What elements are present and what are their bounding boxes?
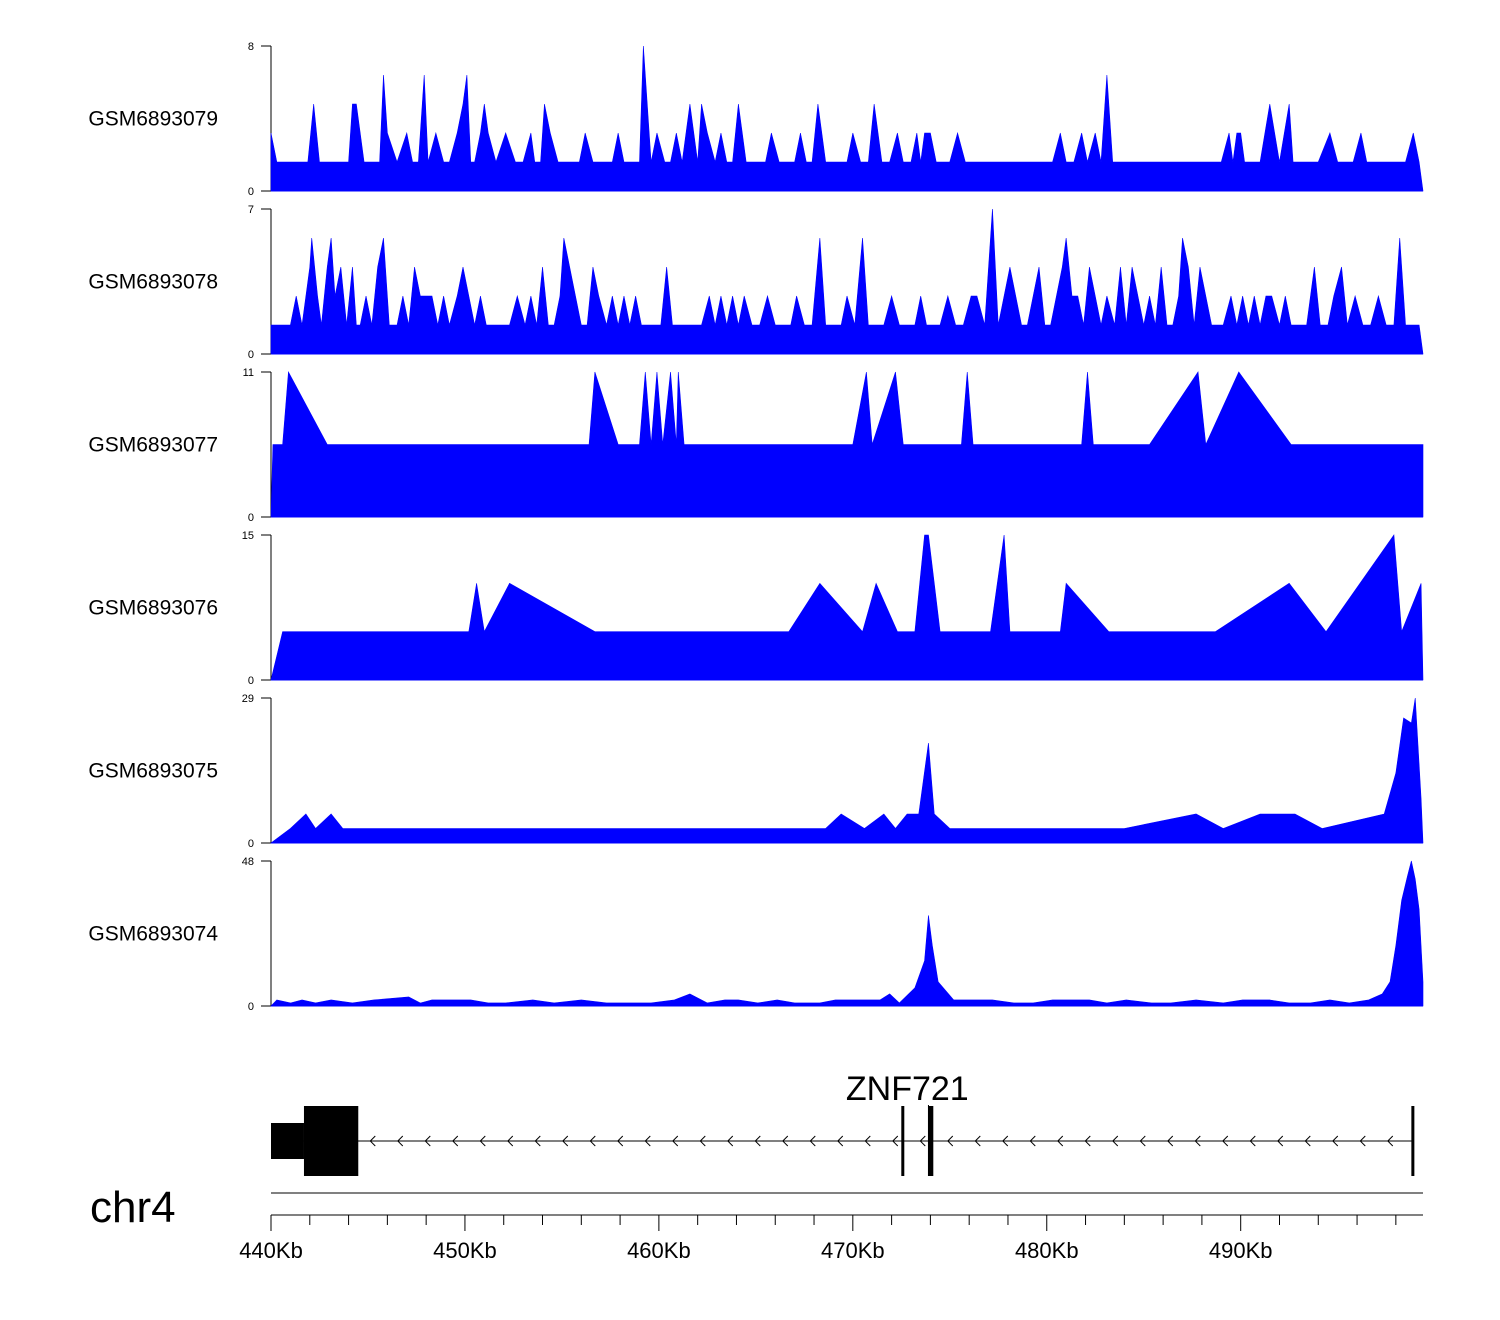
strand-arrow [1139, 1135, 1146, 1147]
y-min-label: 0 [248, 349, 254, 361]
exon-block [928, 1106, 934, 1176]
strand-arrow [1222, 1135, 1229, 1147]
strand-arrow [1332, 1135, 1339, 1147]
strand-arrow [507, 1135, 514, 1147]
track-GSM6893079: GSM6893079 8 0 [88, 41, 1424, 198]
strand-arrow [479, 1135, 486, 1147]
y-max-label: 11 [243, 367, 254, 379]
strand-arrow [452, 1135, 459, 1147]
y-min-label: 0 [248, 512, 254, 524]
track-GSM6893077: GSM6893077 11 0 [88, 367, 1424, 524]
coverage-area [270, 45, 1424, 192]
y-max-label: 8 [248, 41, 254, 53]
gene-annotation-track: ZNF721 [271, 1070, 1415, 1176]
strand-arrow [1167, 1135, 1174, 1147]
strand-arrow [1359, 1135, 1366, 1147]
x-tick-label: 470Kb [821, 1238, 885, 1263]
y-max-label: 48 [242, 856, 254, 868]
track-label: GSM6893078 [88, 271, 218, 294]
strand-arrow [369, 1135, 376, 1147]
coverage-area [270, 208, 1424, 355]
strand-arrow [617, 1135, 624, 1147]
strand-arrow [1304, 1135, 1311, 1147]
strand-arrow [727, 1135, 734, 1147]
strand-arrow [974, 1135, 981, 1147]
strand-arrow [1112, 1135, 1119, 1147]
exon-block [901, 1106, 905, 1176]
strand-arrow [644, 1135, 651, 1147]
track-GSM6893075: GSM6893075 29 0 [88, 693, 1424, 850]
strand-arrow [782, 1135, 789, 1147]
track-GSM6893074: GSM6893074 48 0 [88, 856, 1424, 1013]
y-max-label: 7 [248, 204, 254, 216]
strand-arrow [892, 1135, 899, 1147]
y-min-label: 0 [248, 186, 254, 198]
strand-arrow [1002, 1135, 1009, 1147]
y-max-label: 29 [242, 693, 254, 705]
strand-arrow [809, 1135, 816, 1147]
gene-label: ZNF721 [846, 1070, 969, 1108]
track-label: GSM6893075 [88, 760, 218, 783]
x-tick-label: 480Kb [1015, 1238, 1079, 1263]
strand-arrow [589, 1135, 596, 1147]
strand-arrow [1057, 1135, 1064, 1147]
strand-arrow [1387, 1135, 1394, 1147]
track-GSM6893078: GSM6893078 7 0 [88, 204, 1424, 361]
strand-arrow [672, 1135, 679, 1147]
chromosome-label: chr4 [90, 1183, 176, 1232]
coverage-area [270, 370, 1424, 518]
x-tick-label: 450Kb [433, 1238, 497, 1263]
strand-arrow [1029, 1135, 1036, 1147]
genomic-axis: chr4 440Kb 450Kb 460Kb 470Kb 480Kb 490Kb [90, 1183, 1423, 1263]
strand-arrow [1249, 1135, 1256, 1147]
coverage-area [270, 697, 1424, 844]
strand-arrow [562, 1135, 569, 1147]
track-label: GSM6893077 [88, 434, 218, 457]
strand-arrow [864, 1135, 871, 1147]
track-label: GSM6893074 [88, 923, 218, 946]
strand-arrow [397, 1135, 404, 1147]
y-min-label: 0 [248, 675, 254, 687]
exon-block [271, 1123, 304, 1159]
x-tick-label: 440Kb [239, 1238, 303, 1263]
strand-arrow [947, 1135, 954, 1147]
strand-arrow [754, 1135, 761, 1147]
strand-arrow [534, 1135, 541, 1147]
y-min-label: 0 [248, 1001, 254, 1013]
strand-arrow [699, 1135, 706, 1147]
y-min-label: 0 [248, 838, 254, 850]
strand-arrow [1084, 1135, 1091, 1147]
x-tick-label: 490Kb [1209, 1238, 1273, 1263]
coverage-tracks: GSM689307980GSM689307870GSM6893077110GSM… [88, 41, 1424, 1013]
strand-arrow [424, 1135, 431, 1147]
strand-arrow [837, 1135, 844, 1147]
exon-block [303, 1106, 359, 1176]
exon-block [1411, 1106, 1415, 1176]
coverage-area [270, 534, 1424, 681]
track-GSM6893076: GSM6893076 15 0 [88, 530, 1424, 687]
y-max-label: 15 [242, 530, 254, 542]
strand-arrow [919, 1135, 926, 1147]
track-label: GSM6893076 [88, 597, 218, 620]
strand-arrow [1194, 1135, 1201, 1147]
strand-arrow [1277, 1135, 1284, 1147]
coverage-area [270, 860, 1424, 1007]
track-label: GSM6893079 [88, 108, 218, 131]
x-tick-label: 460Kb [627, 1238, 691, 1263]
